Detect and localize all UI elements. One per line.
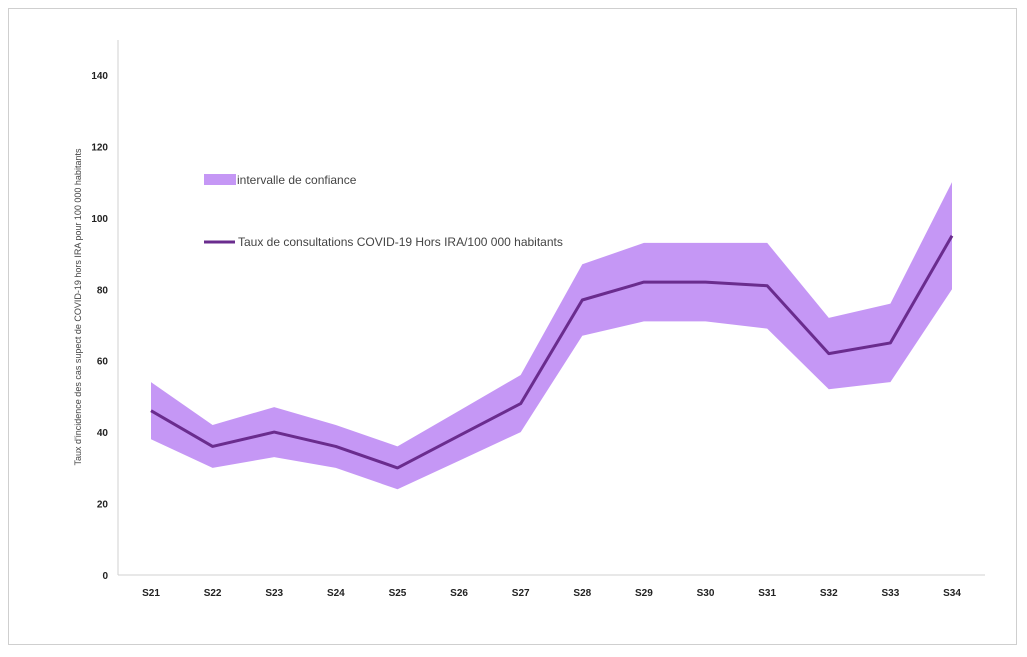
y-axis-label: Taux d'incidence des cas supect de COVID… bbox=[73, 148, 83, 465]
consultation-rate-line bbox=[150, 234, 954, 470]
x-tick-label: S22 bbox=[204, 588, 222, 599]
x-tick-label: S34 bbox=[943, 588, 961, 599]
y-tick-label: 100 bbox=[91, 214, 108, 225]
axes bbox=[117, 40, 985, 576]
legend-line-label: Taux de consultations COVID-19 Hors IRA/… bbox=[238, 235, 563, 249]
x-tick-label: S26 bbox=[450, 588, 468, 599]
x-tick-label: S25 bbox=[389, 588, 407, 599]
y-tick-label: 20 bbox=[97, 500, 109, 511]
x-tick-label: S21 bbox=[142, 588, 160, 599]
x-tick-labels: S21 S22 S23 S24 S25 S26 S27 S28 S29 S30 S31 S32 S33 S… bbox=[142, 588, 961, 599]
y-tick-label: 80 bbox=[97, 285, 109, 296]
x-tick-label: S28 bbox=[573, 588, 591, 599]
x-tick-label: S23 bbox=[265, 588, 283, 599]
legend: intervalle de confiance Taux de consulta… bbox=[204, 173, 563, 249]
y-tick-label: 60 bbox=[97, 357, 109, 368]
y-tick-label: 140 bbox=[91, 71, 108, 82]
legend-band-label: intervalle de confiance bbox=[237, 173, 357, 187]
y-tick-labels: 0 20 40 60 80 100 120 140 bbox=[91, 71, 108, 582]
x-tick-label: S29 bbox=[635, 588, 653, 599]
y-tick-label: 0 bbox=[102, 571, 108, 582]
legend-band-swatch bbox=[204, 174, 236, 185]
y-tick-label: 40 bbox=[97, 428, 109, 439]
y-tick-label: 120 bbox=[91, 142, 108, 153]
x-tick-label: S31 bbox=[758, 588, 776, 599]
x-tick-label: S30 bbox=[697, 588, 715, 599]
confidence-interval-band bbox=[151, 182, 952, 490]
x-tick-label: S33 bbox=[881, 588, 899, 599]
x-tick-label: S32 bbox=[820, 588, 838, 599]
x-tick-label: S27 bbox=[512, 588, 530, 599]
x-tick-label: S24 bbox=[327, 588, 345, 599]
